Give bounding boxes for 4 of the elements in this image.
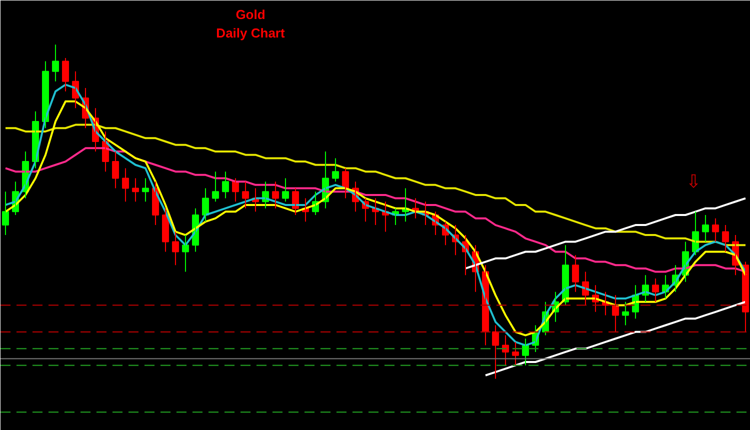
chart-subtitle: Daily Chart	[216, 26, 286, 40]
candlestick	[512, 341, 519, 366]
chart-title: Gold	[236, 7, 266, 22]
annotation: ⇩	[686, 172, 702, 192]
